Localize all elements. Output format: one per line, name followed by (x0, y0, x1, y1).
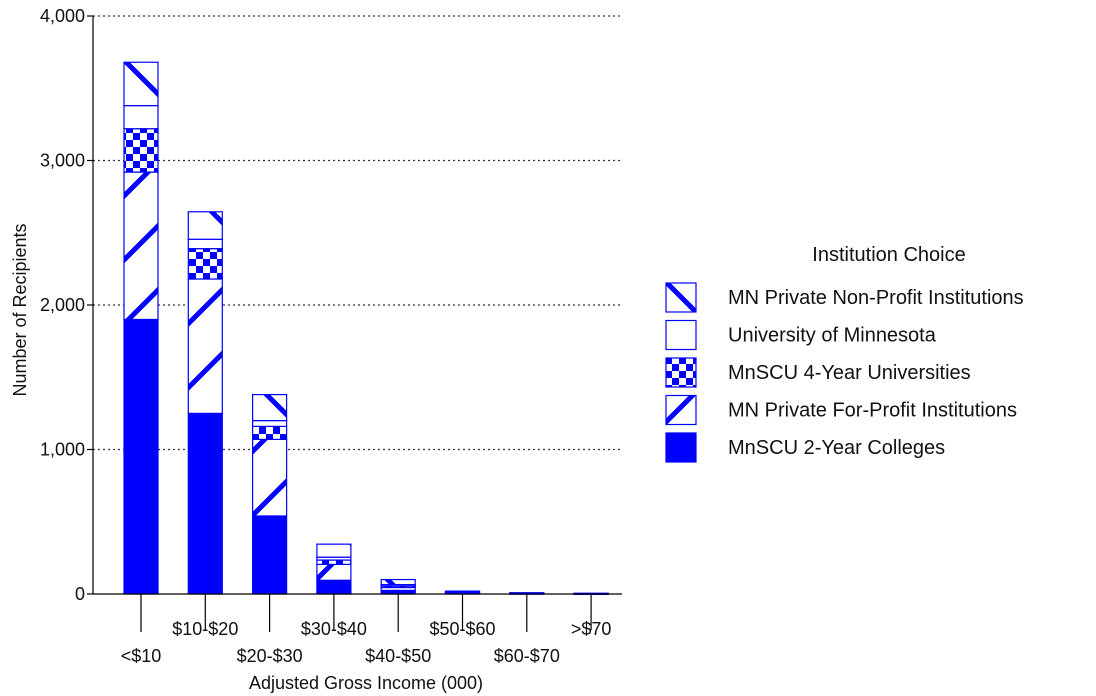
legend-label: MN Private For-Profit Institutions (728, 400, 1017, 422)
bar-segment (316, 543, 352, 558)
x-tick-label: $20-$30 (237, 646, 303, 666)
y-tick-label: 2,000 (40, 295, 85, 315)
x-tick-label: <$10 (121, 646, 162, 666)
bar-segment (316, 559, 352, 565)
bar-segment (187, 211, 223, 240)
bar-segment (252, 393, 288, 422)
axes: 0 1,000 2,000 3,000 4,000 <$10 $10-$20 $20-$30 $… (40, 6, 622, 666)
legend-swatch (665, 394, 697, 426)
x-tick-label: $10-$20 (172, 619, 238, 639)
legend-label: MN Private Non-Profit Institutions (728, 287, 1024, 309)
x-tick-label: $40-$50 (365, 646, 431, 666)
bar-segment (187, 278, 223, 414)
bar-segment (123, 318, 159, 595)
y-axis-label: Number of Recipients (10, 223, 30, 396)
x-tick-label: $50-$60 (429, 619, 495, 639)
y-tick-label: 0 (75, 584, 85, 604)
bar-segment (252, 420, 288, 427)
bar-segment (316, 579, 352, 595)
y-tick-label: 3,000 (40, 151, 85, 171)
x-tick-label: $60-$70 (494, 646, 560, 666)
legend: Institution Choice MN Private Non-Profit… (665, 244, 1024, 463)
bars-layer (123, 61, 609, 595)
bar-segment (380, 578, 416, 586)
bar-segment (123, 61, 159, 107)
x-axis-label: Adjusted Gross Income (000) (249, 673, 483, 693)
legend-swatch (665, 357, 697, 388)
legend-swatch (665, 282, 697, 313)
bar-segment (252, 515, 288, 595)
legend-swatch (665, 432, 697, 463)
bar-segment (509, 592, 545, 594)
y-tick-label: 4,000 (40, 6, 85, 26)
bar-segment (123, 128, 159, 173)
legend-swatch (665, 319, 697, 351)
legend-label: MnSCU 4-Year Universities (728, 362, 971, 384)
bar-segment (123, 171, 159, 321)
x-tick-label: $30-$40 (301, 619, 367, 639)
legend-label: University of Minnesota (728, 325, 937, 347)
bar-segment (252, 438, 288, 517)
bar-segment (187, 412, 223, 595)
bar-segment (123, 104, 159, 130)
bar-segment (187, 238, 223, 250)
x-tick-label: >$70 (571, 619, 612, 639)
gridlines (93, 15, 622, 451)
legend-title: Institution Choice (812, 244, 965, 266)
legend-label: MnSCU 2-Year Colleges (728, 437, 945, 459)
bar-segment (316, 563, 352, 581)
bar-segment (444, 590, 481, 593)
bar-segment (187, 248, 223, 280)
bar-segment (252, 425, 288, 440)
y-tick-label: 1,000 (40, 440, 85, 460)
